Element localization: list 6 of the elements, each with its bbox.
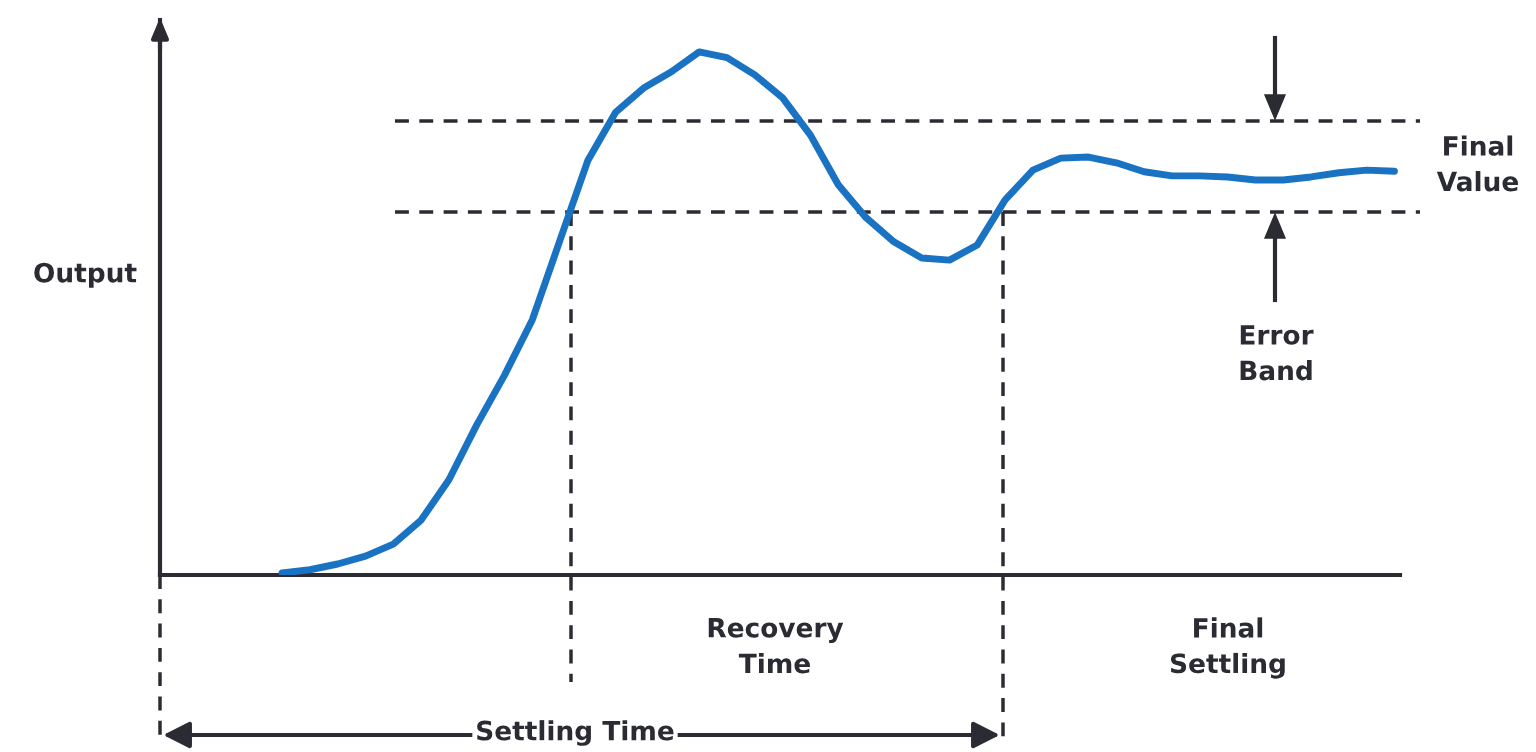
y-axis-title: Output <box>34 262 137 288</box>
annotation: Error Band <box>1240 325 1314 381</box>
text: Recovery Time <box>708 618 844 674</box>
text: Final Settling <box>1170 617 1285 679</box>
text: Settling Time <box>477 720 674 746</box>
text: Final Value <box>1436 135 1518 192</box>
